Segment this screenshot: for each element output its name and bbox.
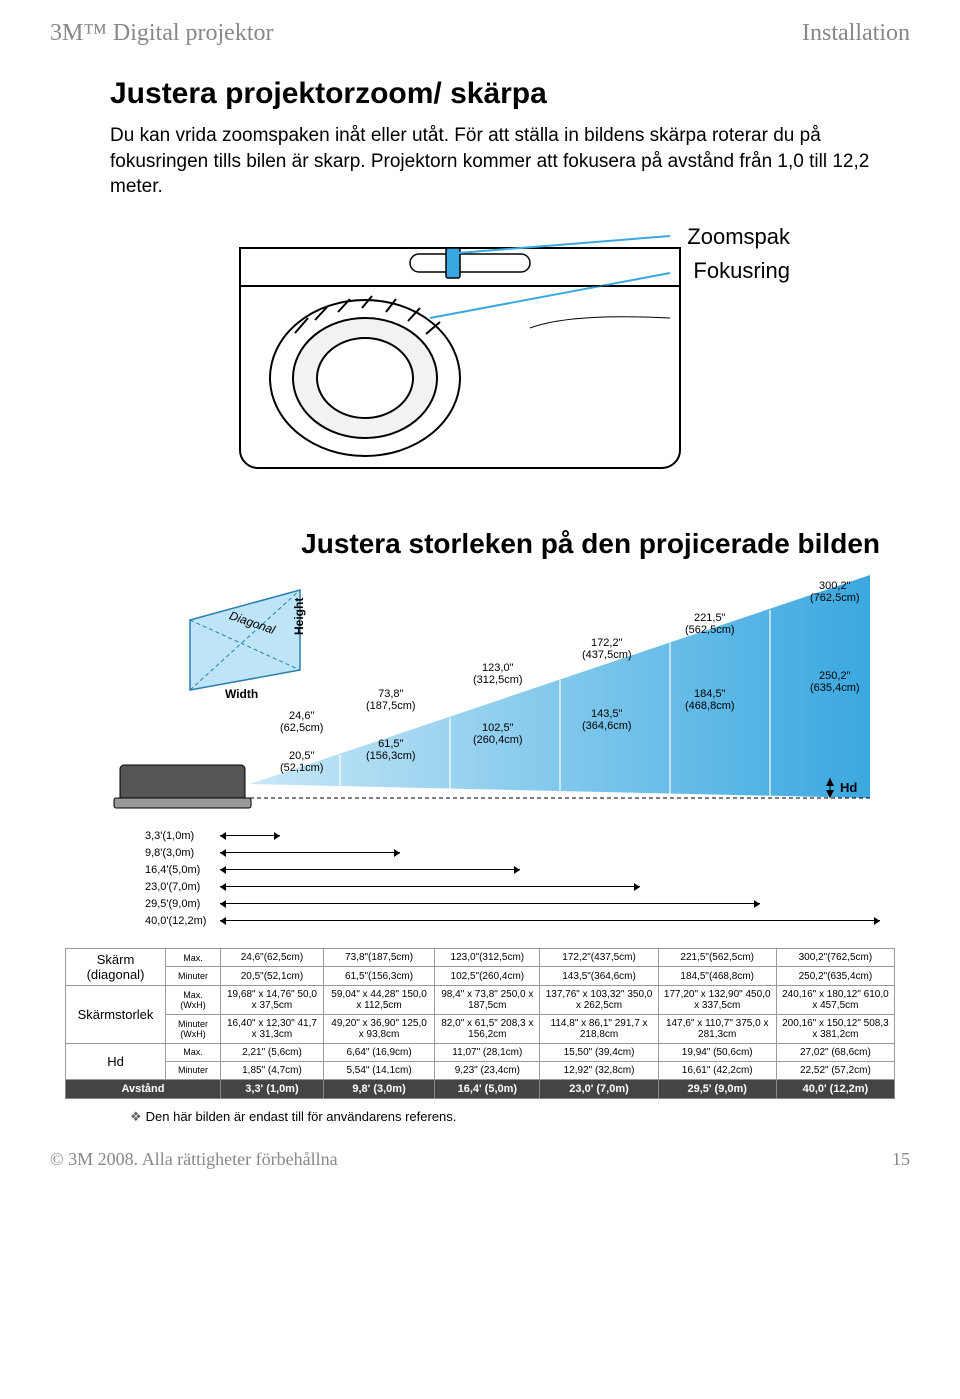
table-cell: 49,20" x 36,90" 125,0 x 93,8cm — [323, 1014, 434, 1043]
hd-label: Hd — [840, 780, 857, 795]
table-subhead: Minuter (WxH) — [166, 1014, 221, 1043]
table-cell: 221,5"(562,5cm) — [658, 948, 776, 967]
beam-pair-3-top: 172,2"(437,5cm) — [582, 637, 632, 661]
table-cell: 2,21" (5,6cm) — [221, 1043, 324, 1061]
table-cell: 19,68" x 14,76" 50,0 x 37,5cm — [221, 985, 324, 1014]
beam-pair-3-bot: 143,5"(364,6cm) — [582, 708, 632, 732]
table-cell: 200,16" x 150,12" 508,3 x 381,2cm — [776, 1014, 894, 1043]
table-cell: 12,92" (32,8cm) — [540, 1061, 658, 1079]
table-cell: 11,07" (28,1cm) — [435, 1043, 540, 1061]
distance-label: 3,3'(1,0m) — [145, 830, 194, 842]
beam-pair-5-top: 300,2"(762,5cm) — [810, 580, 860, 604]
table-cell: 61,5"(156,3cm) — [323, 967, 434, 986]
section1-title: Justera projektorzoom/ skärpa — [110, 77, 910, 111]
table-cell: 20,5"(52,1cm) — [221, 967, 324, 986]
distance-row: 23,0'(7,0m) — [220, 879, 640, 895]
distance-row: 16,4'(5,0m) — [220, 862, 520, 878]
beam-pair-4-top: 221,5"(562,5cm) — [685, 612, 735, 636]
table-cell: 22,52" (57,2cm) — [776, 1061, 894, 1079]
table-cell: 98,4" x 73,8" 250,0 x 187,5cm — [435, 985, 540, 1014]
table-cell: 24,6"(62,5cm) — [221, 948, 324, 967]
table-rowhead: Hd — [66, 1043, 166, 1079]
page-footer: © 3M 2008. Alla rättigheter förbehållna … — [50, 1149, 910, 1170]
table-cell: 40,0' (12,2m) — [776, 1079, 894, 1098]
table-cell: 16,4' (5,0m) — [435, 1079, 540, 1098]
table-cell: 6,64" (16,9cm) — [323, 1043, 434, 1061]
table-cell: 27,02" (68,6cm) — [776, 1043, 894, 1061]
zoom-label: Zoomspak — [687, 224, 790, 250]
footnote: ❖Den här bilden är endast till för använ… — [130, 1109, 910, 1125]
table-cell: 3,3' (1,0m) — [221, 1079, 324, 1098]
beam-pair-4-bot: 184,5"(468,8cm) — [685, 688, 735, 712]
distance-label: 29,5'(9,0m) — [145, 898, 200, 910]
distance-label: 40,0'(12,2m) — [145, 915, 206, 927]
beam-pair-2-top: 123,0"(312,5cm) — [473, 662, 523, 686]
table-cell: 29,5' (9,0m) — [658, 1079, 776, 1098]
table-subhead: Minuter — [166, 967, 221, 986]
table-rowhead: Skärm (diagonal) — [66, 948, 166, 985]
table-cell: 15,50" (39,4cm) — [540, 1043, 658, 1061]
beam-pair-2-bot: 102,5"(260,4cm) — [473, 722, 523, 746]
table-cell: 1,85" (4,7cm) — [221, 1061, 324, 1079]
table-cell: 143,5"(364,6cm) — [540, 967, 658, 986]
table-subhead: Max. (WxH) — [166, 985, 221, 1014]
table-cell: 5,54" (14,1cm) — [323, 1061, 434, 1079]
footer-right: 15 — [892, 1149, 910, 1170]
table-subhead: Minuter — [166, 1061, 221, 1079]
width-label: Width — [225, 687, 258, 701]
distance-row: 40,0'(12,2m) — [220, 913, 880, 929]
beam-diagram: Diagonal Width Height — [70, 570, 890, 820]
table-cell: 16,61" (42,2cm) — [658, 1061, 776, 1079]
header-left: 3M™ Digital projektor — [50, 20, 274, 47]
distance-label: 16,4'(5,0m) — [145, 864, 200, 876]
table-cell: 59,04" x 44,28" 150,0 x 112,5cm — [323, 985, 434, 1014]
footer-left: © 3M 2008. Alla rättigheter förbehållna — [50, 1149, 338, 1170]
distance-row: 9,8'(3,0m) — [220, 845, 400, 861]
table-subhead: Max. — [166, 948, 221, 967]
table-cell: 102,5"(260,4cm) — [435, 967, 540, 986]
table-cell: 184,5"(468,8cm) — [658, 967, 776, 986]
page-header: 3M™ Digital projektor Installation — [50, 20, 910, 47]
table-cell: 9,23" (23,4cm) — [435, 1061, 540, 1079]
beam-pair-1-bot: 61,5"(156,3cm) — [366, 738, 416, 762]
beam-pair-5-bot: 250,2"(635,4cm) — [810, 670, 860, 694]
table-cell: 300,2"(762,5cm) — [776, 948, 894, 967]
data-table: Skärm (diagonal)Max.24,6"(62,5cm)73,8"(1… — [65, 948, 895, 1099]
table-cell: 16,40" x 12,30" 41,7 x 31,3cm — [221, 1014, 324, 1043]
table-cell: 177,20" x 132,90" 450,0 x 337,5cm — [658, 985, 776, 1014]
distance-row: 29,5'(9,0m) — [220, 896, 760, 912]
distance-label: 9,8'(3,0m) — [145, 847, 194, 859]
table-rowhead: Skärmstorlek — [66, 985, 166, 1043]
focus-label: Fokusring — [693, 258, 790, 284]
table-subhead: Max. — [166, 1043, 221, 1061]
table-cell: 19,94" (50,6cm) — [658, 1043, 776, 1061]
table-cell: 250,2"(635,4cm) — [776, 967, 894, 986]
section2-title: Justera storleken på den projicerade bil… — [50, 528, 880, 560]
distance-row: 3,3'(1,0m) — [220, 828, 280, 844]
table-cell: 123,0"(312,5cm) — [435, 948, 540, 967]
distance-diagram: 3,3'(1,0m)9,8'(3,0m)16,4'(5,0m)23,0'(7,0… — [70, 828, 890, 938]
beam-pair-1-top: 73,8"(187,5cm) — [366, 688, 416, 712]
table-cell: 73,8"(187,5cm) — [323, 948, 434, 967]
table-cell: 137,76" x 103,32" 350,0 x 262,5cm — [540, 985, 658, 1014]
table-cell: 240,16" x 180,12" 610,0 x 457,5cm — [776, 985, 894, 1014]
table-cell: 172,2"(437,5cm) — [540, 948, 658, 967]
header-right: Installation — [802, 20, 910, 47]
table-cell: 9,8' (3,0m) — [323, 1079, 434, 1098]
table-cell: 147,6" x 110,7" 375,0 x 281,3cm — [658, 1014, 776, 1043]
projector-diagram: Zoomspak Fokusring — [200, 218, 760, 518]
section1-body: Du kan vrida zoomspaken inåt eller utåt.… — [110, 123, 870, 200]
beam-pair-0-bot: 20,5"(52,1cm) — [280, 750, 323, 774]
distance-label: 23,0'(7,0m) — [145, 881, 200, 893]
table-cell: 23,0' (7,0m) — [540, 1079, 658, 1098]
table-rowhead: Avstånd — [66, 1079, 221, 1098]
table-cell: 82,0" x 61,5" 208,3 x 156,2cm — [435, 1014, 540, 1043]
table-cell: 114,8" x 86,1" 291,7 x 218,8cm — [540, 1014, 658, 1043]
height-label: Height — [292, 598, 306, 635]
beam-pair-0-top: 24,6"(62,5cm) — [280, 710, 323, 734]
